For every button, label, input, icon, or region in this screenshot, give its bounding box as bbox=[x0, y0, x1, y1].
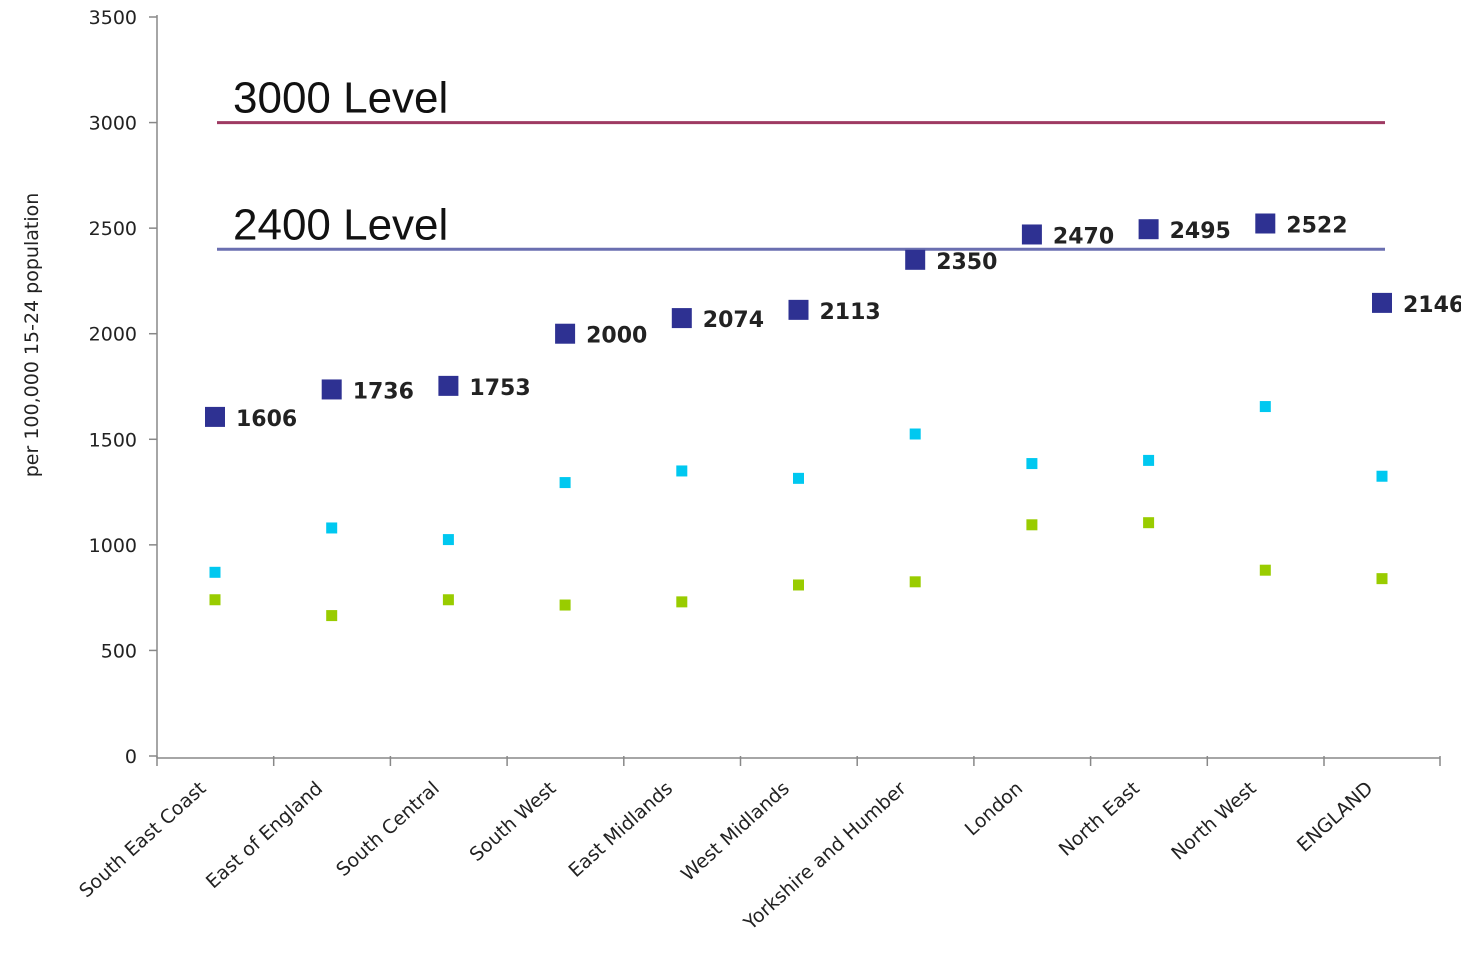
x-tick-label: South Central bbox=[332, 777, 444, 881]
y-axis-title: per 100,000 15-24 population bbox=[21, 193, 43, 478]
data-point bbox=[1259, 564, 1271, 576]
x-tick-label: South East Coast bbox=[75, 777, 210, 902]
y-tick-label: 3500 bbox=[89, 7, 137, 29]
data-point bbox=[559, 477, 571, 489]
data-point bbox=[1026, 519, 1038, 531]
data-point bbox=[909, 428, 921, 440]
y-tick-label: 0 bbox=[125, 746, 137, 768]
data-points bbox=[205, 213, 1392, 622]
x-tick-label: ENGLAND bbox=[1293, 777, 1377, 856]
data-label: 2074 bbox=[703, 308, 764, 333]
data-point bbox=[905, 249, 926, 270]
data-point bbox=[676, 465, 688, 477]
reference-line-label: 2400 Level bbox=[233, 200, 448, 249]
data-label: 1753 bbox=[469, 376, 530, 401]
data-point bbox=[442, 534, 454, 546]
data-point bbox=[209, 566, 221, 578]
data-point bbox=[788, 299, 809, 320]
data-point bbox=[438, 375, 459, 396]
data-label: 2113 bbox=[820, 300, 881, 325]
data-point bbox=[1143, 517, 1155, 529]
data-point bbox=[326, 522, 338, 534]
data-point bbox=[676, 596, 688, 608]
y-tick-label: 3000 bbox=[89, 113, 137, 135]
y-tick-label: 2000 bbox=[89, 324, 137, 346]
data-label: 1736 bbox=[353, 379, 414, 404]
x-tick-label: East Midlands bbox=[565, 777, 678, 881]
data-point bbox=[671, 308, 692, 329]
data-point bbox=[1026, 458, 1038, 470]
data-point bbox=[1143, 454, 1155, 466]
data-label: 1606 bbox=[236, 407, 297, 432]
data-labels: 1606 1736 1753 2000 2074 2113 2350 2470 2495 2522… bbox=[236, 213, 1461, 431]
data-point bbox=[1372, 292, 1392, 313]
data-point bbox=[326, 610, 338, 622]
x-tick-label: South West bbox=[465, 777, 560, 866]
x-tick-label: North East bbox=[1055, 777, 1144, 860]
y-tick-label: 1000 bbox=[89, 535, 137, 557]
y-ticks: 0 500 1000 1500 2000 2500 3000 3500 bbox=[89, 7, 157, 768]
data-label: 2470 bbox=[1053, 224, 1114, 249]
data-point bbox=[909, 576, 921, 588]
reference-lines: 3000 Level 2400 Level bbox=[217, 74, 1385, 251]
y-tick-label: 2500 bbox=[89, 218, 137, 240]
data-point bbox=[1376, 573, 1388, 585]
data-point bbox=[1376, 470, 1388, 482]
data-point bbox=[321, 379, 342, 400]
data-label: 2522 bbox=[1286, 213, 1347, 238]
data-point bbox=[1021, 224, 1042, 245]
data-point bbox=[555, 323, 576, 344]
y-tick-label: 500 bbox=[101, 640, 137, 662]
x-tick-label: East of England bbox=[202, 777, 327, 893]
data-point bbox=[205, 406, 225, 427]
data-point bbox=[559, 599, 571, 611]
data-point bbox=[209, 594, 221, 606]
data-point bbox=[793, 579, 804, 591]
reference-line-label: 3000 Level bbox=[233, 74, 448, 123]
x-tick-label: West Midlands bbox=[677, 777, 794, 885]
x-tick-label: North West bbox=[1167, 777, 1260, 864]
data-label: 2146 bbox=[1403, 293, 1461, 318]
data-label: 2495 bbox=[1170, 219, 1231, 244]
data-point bbox=[1259, 401, 1271, 413]
x-tick-label: London bbox=[961, 777, 1027, 840]
y-tick-label: 1500 bbox=[89, 429, 137, 451]
data-point bbox=[442, 594, 454, 606]
data-point bbox=[793, 472, 804, 484]
data-label: 2000 bbox=[586, 324, 647, 349]
data-point bbox=[1138, 219, 1159, 240]
data-point bbox=[1255, 213, 1276, 234]
data-label: 2350 bbox=[936, 250, 997, 275]
